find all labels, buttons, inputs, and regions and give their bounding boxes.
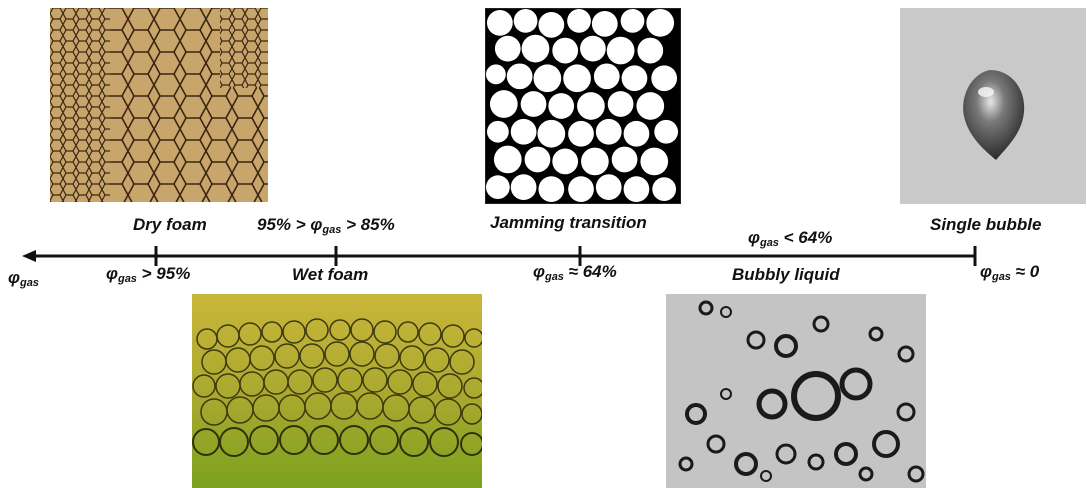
single-bubble-label: Single bubble xyxy=(930,215,1042,234)
jamming-range-label: φgas ≈ 64% xyxy=(533,262,617,283)
single-bubble-image xyxy=(900,8,1086,204)
wet-foam-label: Wet foam xyxy=(292,265,369,284)
dry-foam-range-label: φgas > 95% xyxy=(106,264,191,285)
dry-foam-image xyxy=(50,8,268,202)
axis-label: φgas xyxy=(8,268,39,289)
jamming-transition-image xyxy=(485,8,681,204)
axis-arrow-head xyxy=(22,250,36,262)
jamming-transition-label: Jamming transition xyxy=(490,213,647,232)
bubbly-liquid-label: Bubbly liquid xyxy=(732,265,840,284)
single-bubble-range-label: φgas ≈ 0 xyxy=(980,262,1040,283)
bubbly-liquid-image xyxy=(666,294,926,488)
bubbly-liquid-range-label: φgas < 64% xyxy=(748,228,833,249)
wet-foam-range-label: 95% > φgas > 85% xyxy=(257,215,395,236)
dry-foam-label: Dry foam xyxy=(133,215,207,234)
wet-foam-image xyxy=(192,294,482,488)
